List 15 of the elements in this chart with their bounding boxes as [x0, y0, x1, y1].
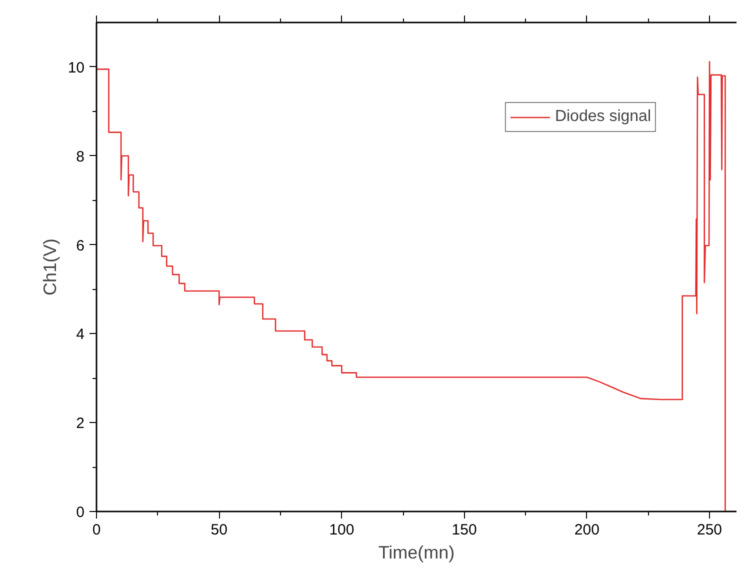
legend-label: Diodes signal	[554, 108, 651, 126]
x-tick-label: 200	[574, 522, 600, 538]
x-axis-title: Time(mn)	[378, 542, 455, 562]
y-tick-label: 6	[76, 237, 84, 254]
x-tick-label: 250	[697, 522, 722, 538]
y-tick-label: 8	[76, 148, 84, 166]
y-tick-label: 4	[76, 326, 84, 344]
x-tick-label: 100	[329, 522, 354, 538]
y-tick-label: 0	[76, 504, 84, 521]
y-axis-title: Ch1(V)	[40, 238, 60, 296]
x-tick-label: 50	[210, 522, 228, 538]
y-tick-label: 2	[76, 415, 84, 432]
x-tick-label: 150	[452, 522, 477, 538]
y-tick-label: 10	[68, 59, 85, 76]
x-tick-label: 0	[92, 522, 101, 538]
